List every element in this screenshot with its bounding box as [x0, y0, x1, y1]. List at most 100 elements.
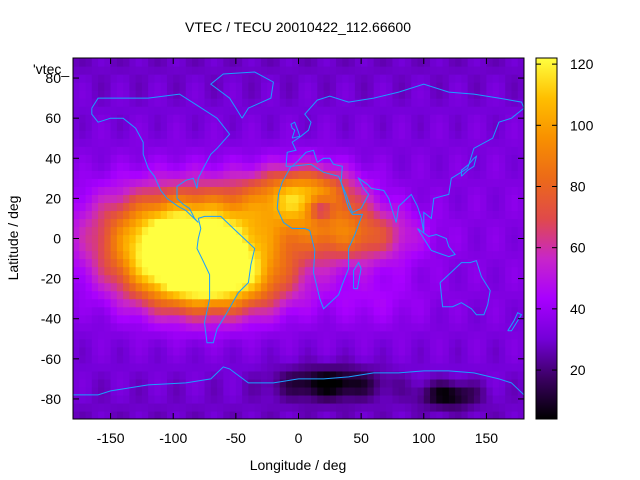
heatmap-cell [173, 314, 181, 324]
heatmap-cell [267, 346, 275, 356]
heatmap-cell [442, 338, 450, 348]
heatmap-cell [148, 162, 156, 171]
heatmap-cell [148, 186, 156, 195]
heatmap-cell [480, 154, 488, 163]
heatmap-cell [267, 138, 275, 147]
heatmap-cell [85, 130, 93, 139]
heatmap-cell [223, 106, 231, 115]
heatmap-cell [304, 82, 312, 91]
heatmap-cell [217, 130, 224, 139]
y-tick-label: -40 [41, 311, 61, 327]
heatmap-cell [260, 386, 268, 396]
heatmap-cell [223, 394, 231, 404]
heatmap-cell [354, 234, 362, 244]
heatmap-cell [354, 194, 362, 203]
heatmap-cell [85, 218, 93, 228]
heatmap-cell [79, 210, 87, 220]
heatmap-cell [79, 138, 87, 147]
heatmap-cell [480, 146, 488, 155]
heatmap-cell [279, 282, 287, 292]
colorbar-tick-label: 100 [570, 117, 594, 133]
heatmap-cell [480, 410, 488, 419]
heatmap-cell [110, 258, 118, 268]
heatmap-cell [486, 74, 494, 83]
heatmap-cell [98, 90, 105, 99]
heatmap-cell [198, 266, 206, 276]
heatmap-cell [386, 386, 394, 396]
heatmap-cell [198, 226, 206, 236]
heatmap-cell [323, 90, 331, 99]
heatmap-cell [448, 194, 456, 203]
heatmap-cell [85, 362, 93, 372]
heatmap-cell [505, 274, 513, 284]
heatmap-cell [173, 154, 181, 163]
heatmap-cell [480, 210, 488, 220]
heatmap-cell [179, 162, 187, 171]
heatmap-cell [204, 162, 212, 171]
heatmap-cell [436, 90, 444, 99]
heatmap-cell [166, 290, 174, 300]
heatmap-cell [73, 378, 80, 388]
heatmap-cell [386, 394, 394, 404]
heatmap-cell [229, 290, 237, 300]
heatmap-cell [260, 178, 268, 187]
heatmap-cell [354, 218, 362, 228]
heatmap-cell [442, 106, 450, 115]
heatmap-cell [248, 354, 256, 364]
heatmap-cell [85, 290, 93, 300]
heatmap-cell [292, 250, 300, 260]
heatmap-cell [417, 370, 425, 380]
heatmap-cell [498, 162, 506, 171]
heatmap-cell [254, 146, 262, 155]
heatmap-cell [273, 90, 281, 99]
heatmap-cell [135, 338, 143, 348]
heatmap-cell [85, 378, 93, 388]
heatmap-cell [135, 330, 143, 340]
heatmap-cell [148, 130, 156, 139]
heatmap-cell [373, 178, 381, 187]
heatmap-cell [467, 290, 475, 300]
heatmap-cell [248, 226, 256, 236]
heatmap-cell [423, 234, 431, 244]
heatmap-cell [104, 410, 112, 419]
heatmap-cell [417, 90, 425, 99]
heatmap-cell [73, 402, 80, 412]
heatmap-cell [148, 298, 156, 308]
heatmap-cell [129, 178, 137, 187]
heatmap-cell [298, 322, 306, 332]
heatmap-cell [329, 298, 337, 308]
heatmap-cell [85, 162, 93, 171]
heatmap-cell [267, 250, 275, 260]
heatmap-cell [373, 82, 381, 91]
heatmap-cell [179, 362, 187, 372]
coast-antarctica [73, 366, 524, 396]
heatmap-cell [217, 386, 224, 396]
heatmap-cell [392, 306, 400, 316]
heatmap-cell [179, 306, 187, 316]
heatmap-cell [292, 402, 300, 412]
heatmap-cell [455, 378, 462, 388]
heatmap-cell [79, 122, 87, 131]
heatmap-cell [329, 338, 337, 348]
heatmap-cell [298, 98, 306, 107]
heatmap-cell [254, 330, 262, 340]
heatmap-cell [442, 202, 450, 212]
heatmap-cell [166, 298, 174, 308]
heatmap-cell [311, 66, 318, 75]
heatmap-cell [223, 370, 231, 380]
heatmap-cell [436, 66, 444, 75]
heatmap-cell [486, 402, 494, 412]
heatmap-cell [116, 178, 124, 187]
heatmap-cell [254, 314, 262, 324]
heatmap-cell [448, 146, 456, 155]
heatmap-cell [285, 242, 293, 252]
heatmap-cell [73, 298, 80, 308]
heatmap-cell [260, 258, 268, 268]
heatmap-cell [166, 122, 174, 131]
heatmap-cell [154, 346, 162, 356]
heatmap-cell [141, 202, 149, 212]
heatmap-cell [85, 170, 93, 179]
heatmap-cell [79, 146, 87, 155]
heatmap-cell [492, 74, 500, 83]
heatmap-cell [285, 138, 293, 147]
